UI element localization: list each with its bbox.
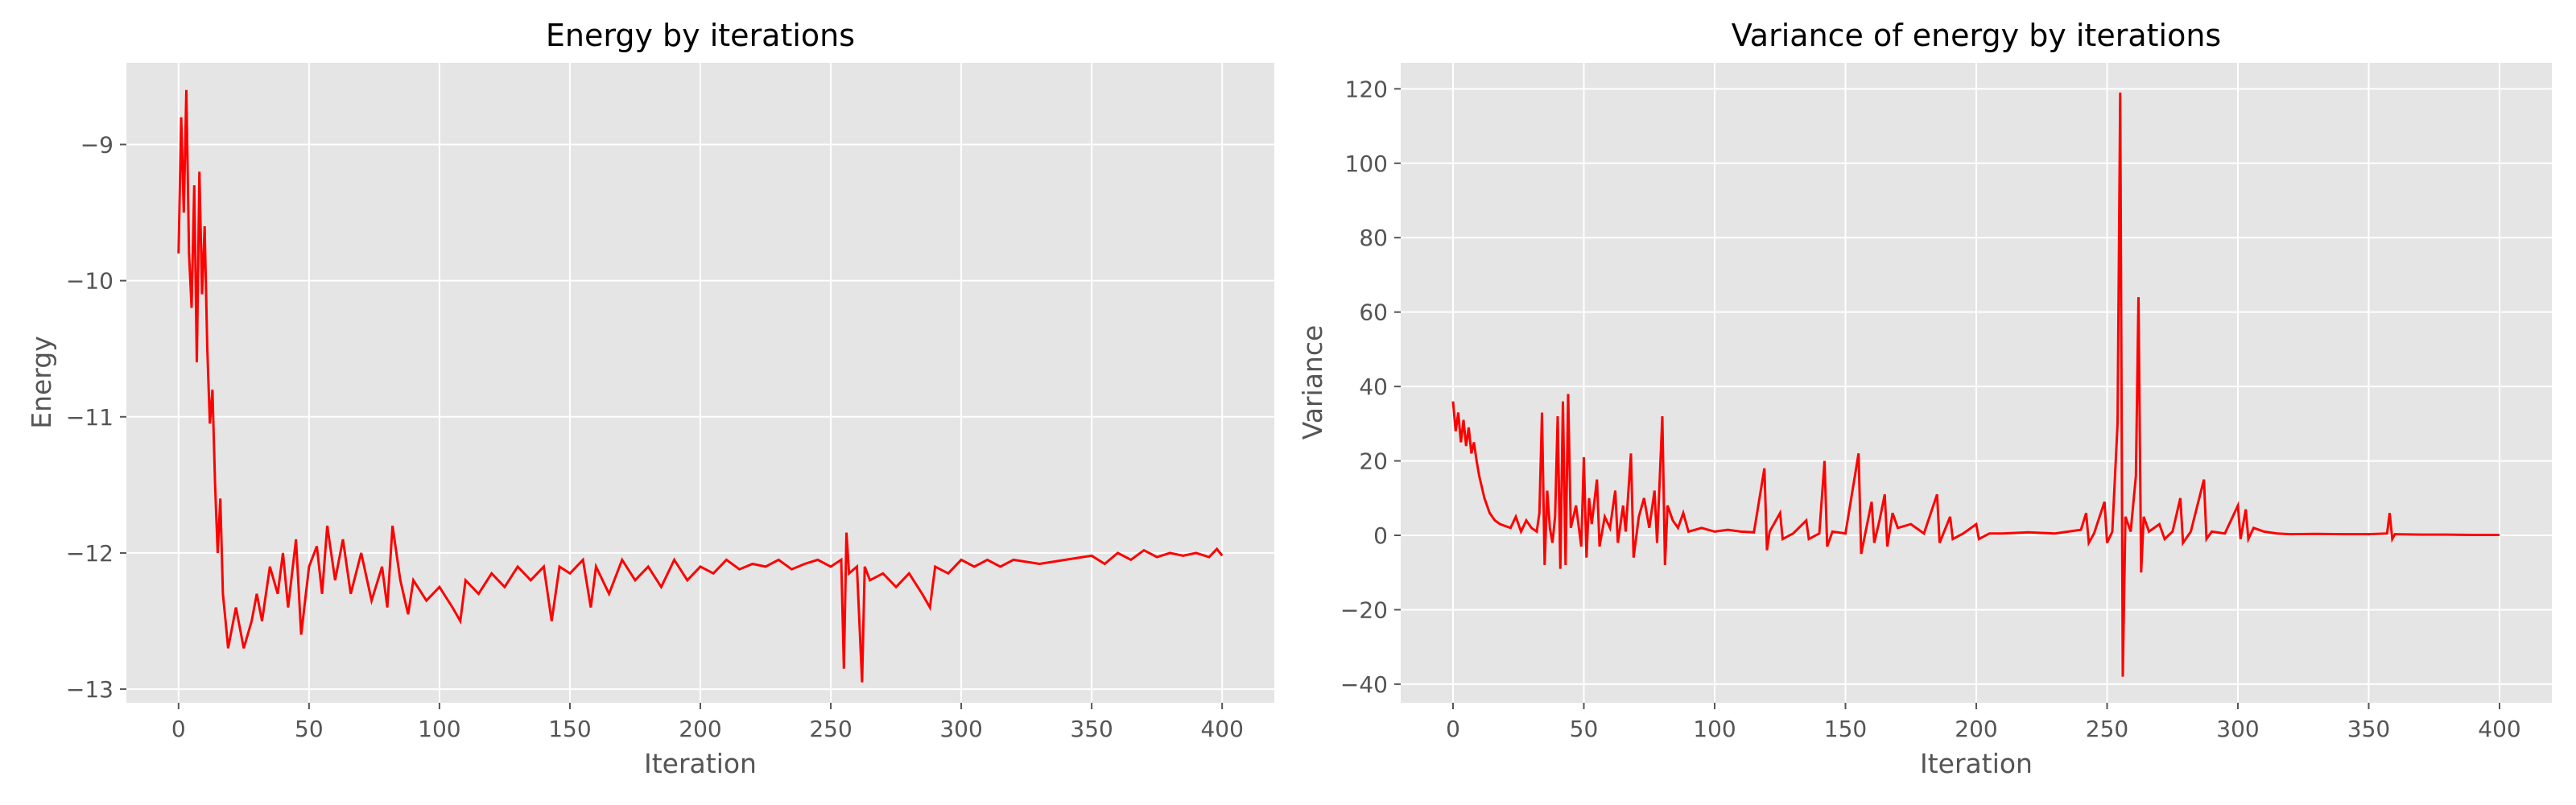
energy-chart: Energy by iterations 0 50 100 150 200 250 300 3…: [26, 18, 1274, 779]
energy-y-tick-label: −12: [66, 540, 114, 567]
variance-x-tick-label: 300: [2216, 716, 2259, 742]
variance-y-tick-label: −40: [1340, 671, 1388, 698]
variance-x-tick-label: 250: [2086, 716, 2128, 742]
variance-x-axis-label: Iteration: [1920, 748, 2033, 779]
energy-chart-title: Energy by iterations: [546, 18, 855, 53]
energy-y-ticks: −13 −12 −11 −10 −9: [66, 131, 126, 703]
variance-x-tick-label: 200: [1955, 716, 1997, 742]
energy-x-tick-label: 400: [1200, 716, 1243, 742]
energy-x-axis-label: Iteration: [644, 748, 757, 779]
variance-y-tick-label: 120: [1345, 76, 1388, 102]
energy-x-tick-label: 150: [548, 716, 591, 742]
variance-x-ticks: 0 50 100 150 200 250 300 350 400: [1446, 703, 2521, 742]
variance-series-line: [1451, 92, 2500, 677]
variance-y-tick-label: 0: [1373, 522, 1388, 549]
energy-y-tick-label: −10: [66, 268, 114, 295]
energy-x-tick-label: 200: [679, 716, 721, 742]
variance-y-tick-label: 80: [1359, 225, 1388, 251]
variance-x-tick-label: 50: [1570, 716, 1599, 742]
energy-grid: [126, 63, 1274, 703]
variance-x-tick-label: 100: [1693, 716, 1736, 742]
variance-y-tick-label: 60: [1359, 299, 1388, 326]
energy-x-tick-label: 100: [418, 716, 460, 742]
variance-chart-title: Variance of energy by iterations: [1732, 18, 2221, 53]
variance-chart: Variance of energy by iterations 0 50 100 1…: [1297, 18, 2552, 779]
energy-y-axis-label: Energy: [26, 336, 57, 429]
energy-y-tick-label: −13: [66, 676, 114, 703]
energy-series-line: [177, 89, 1224, 683]
energy-x-ticks: 0 50 100 150 200 250 300 350 400: [171, 703, 1244, 742]
energy-x-tick-label: 250: [809, 716, 852, 742]
variance-y-tick-label: 20: [1359, 448, 1388, 475]
energy-y-tick-label: −9: [80, 131, 114, 158]
variance-y-axis-label: Variance: [1297, 325, 1328, 440]
variance-y-tick-label: 40: [1359, 374, 1388, 400]
variance-y-tick-label: 100: [1345, 151, 1388, 177]
variance-y-tick-label: −20: [1340, 597, 1388, 623]
energy-x-tick-label: 0: [171, 716, 186, 742]
energy-x-tick-label: 350: [1070, 716, 1113, 742]
variance-x-tick-label: 0: [1446, 716, 1460, 742]
energy-x-tick-label: 300: [939, 716, 982, 742]
variance-y-ticks: −40 −20 0 20 40 60 80 100 120: [1340, 76, 1401, 698]
variance-x-tick-label: 150: [1824, 716, 1867, 742]
variance-x-tick-label: 350: [2347, 716, 2390, 742]
energy-y-tick-label: −11: [66, 404, 114, 431]
variance-x-tick-label: 400: [2478, 716, 2520, 742]
energy-x-tick-label: 50: [295, 716, 324, 742]
